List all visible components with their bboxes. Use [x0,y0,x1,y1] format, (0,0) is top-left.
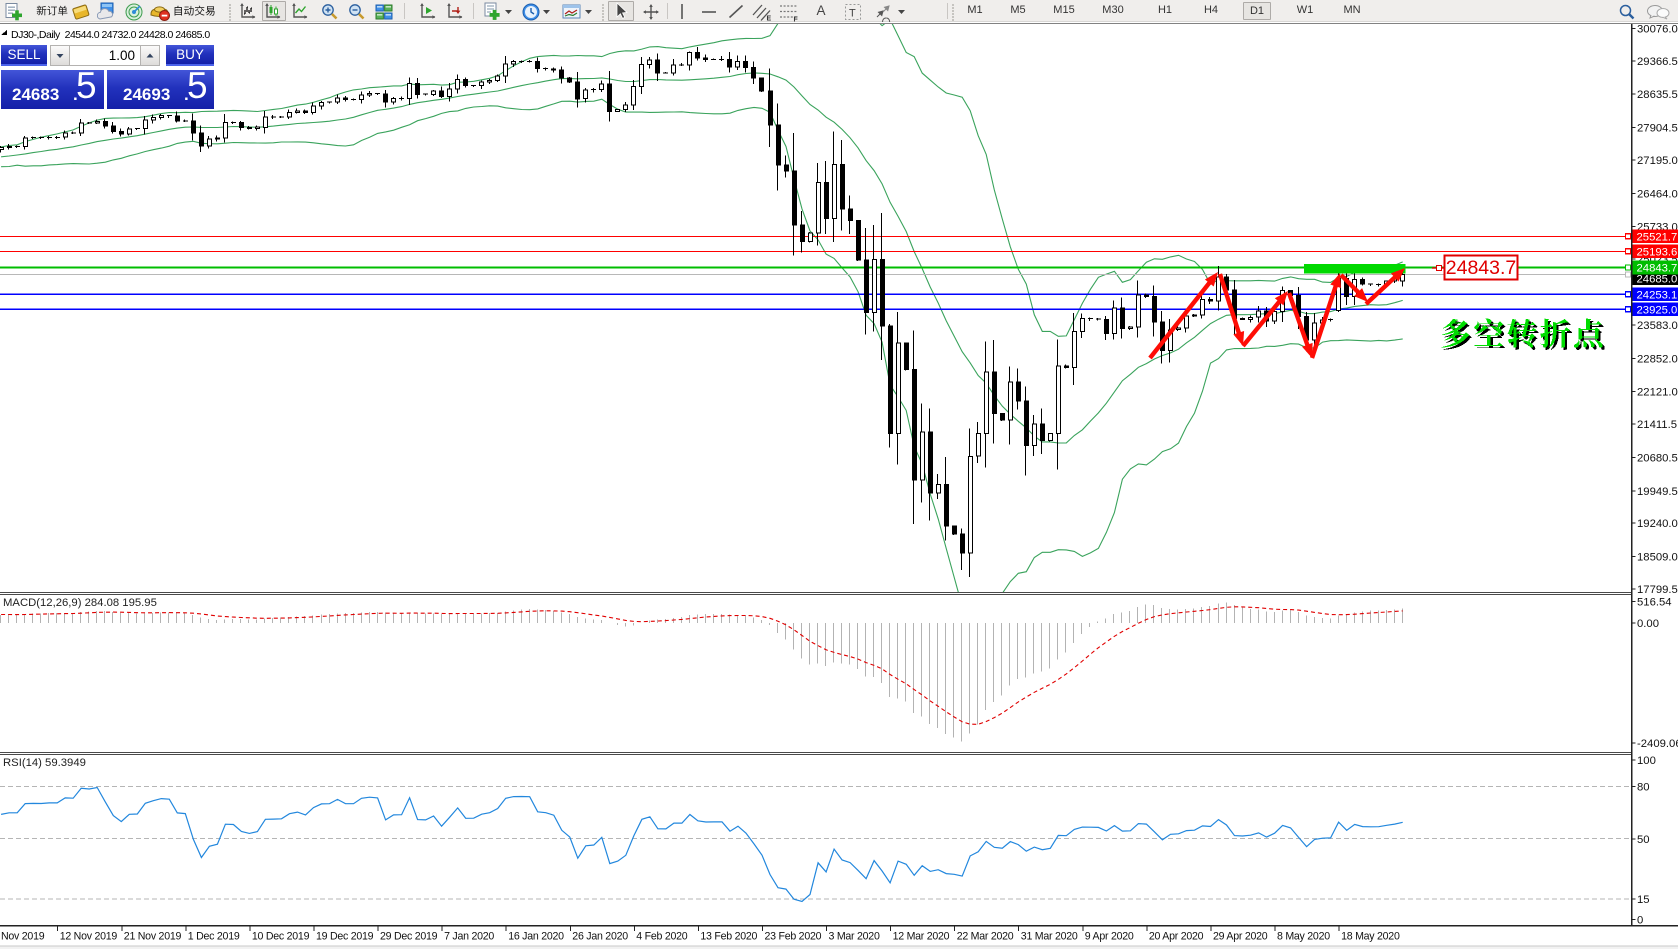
svg-text:8 May 2020: 8 May 2020 [1277,931,1330,943]
svg-text:27195.0: 27195.0 [1637,155,1678,167]
svg-text:Nov 2019: Nov 2019 [1,931,45,943]
svg-text:23925.0: 23925.0 [1637,304,1678,316]
svg-text:7 Jan 2020: 7 Jan 2020 [444,931,494,943]
svg-text:T: T [849,8,856,20]
svg-text:26 Jan 2020: 26 Jan 2020 [572,931,628,943]
svg-text:RSI(14) 59.3949: RSI(14) 59.3949 [3,757,86,769]
svg-text:22 Mar 2020: 22 Mar 2020 [957,931,1014,943]
svg-text:29 Dec 2019: 29 Dec 2019 [380,931,438,943]
svg-text:F: F [794,17,799,23]
svg-text:3 Mar 2020: 3 Mar 2020 [829,931,880,943]
svg-text:10 Dec 2019: 10 Dec 2019 [252,931,310,943]
svg-text:18509.0: 18509.0 [1637,552,1678,564]
svg-text:E: E [767,16,772,23]
svg-text:19240.0: 19240.0 [1637,518,1678,530]
svg-text:516.54: 516.54 [1637,597,1672,609]
svg-text:20 Apr 2020: 20 Apr 2020 [1149,931,1204,943]
svg-text:19949.5: 19949.5 [1637,486,1678,498]
svg-text:0: 0 [1637,915,1643,927]
svg-text:27904.5: 27904.5 [1637,123,1678,135]
svg-text:-2409.06: -2409.06 [1637,738,1678,750]
svg-text:21 Nov 2019: 21 Nov 2019 [124,931,182,943]
svg-text:22852.0: 22852.0 [1637,353,1678,365]
svg-text:9 Apr 2020: 9 Apr 2020 [1085,931,1134,943]
svg-text:31 Mar 2020: 31 Mar 2020 [1021,931,1078,943]
svg-text:23583.0: 23583.0 [1637,320,1678,332]
svg-text:16 Jan 2020: 16 Jan 2020 [508,931,564,943]
svg-text:24253.1: 24253.1 [1637,289,1678,301]
svg-text:13 Feb 2020: 13 Feb 2020 [700,931,757,943]
svg-text:26464.0: 26464.0 [1637,188,1678,200]
svg-text:18 May 2020: 18 May 2020 [1341,931,1400,943]
svg-text:24685.0: 24685.0 [1637,274,1678,286]
svg-text:50: 50 [1637,834,1650,846]
svg-text:1 Dec 2019: 1 Dec 2019 [188,931,240,943]
svg-text:29 Apr 2020: 29 Apr 2020 [1213,931,1268,943]
svg-text:15: 15 [1637,894,1650,906]
svg-text:80: 80 [1637,782,1650,794]
svg-text:MACD(12,26,9) 284.08 195.95: MACD(12,26,9) 284.08 195.95 [3,597,157,609]
svg-text:22121.0: 22121.0 [1637,387,1678,399]
svg-text:24843.7: 24843.7 [1637,263,1678,275]
svg-text:4 Feb 2020: 4 Feb 2020 [636,931,687,943]
svg-text:100: 100 [1637,755,1656,767]
svg-text:0.00: 0.00 [1637,618,1659,630]
svg-text:19 Dec 2019: 19 Dec 2019 [316,931,374,943]
svg-text:25521.7: 25521.7 [1637,232,1678,244]
svg-text:12 Nov 2019: 12 Nov 2019 [60,931,118,943]
svg-text:21411.5: 21411.5 [1637,419,1677,431]
svg-text:25193.6: 25193.6 [1637,247,1678,259]
svg-text:23 Feb 2020: 23 Feb 2020 [765,931,822,943]
svg-text:12 Mar 2020: 12 Mar 2020 [893,931,950,943]
svg-text:DJ30-,Daily 24544.0 24732.0 2: DJ30-,Daily 24544.0 24732.0 24428.0 2468… [11,29,210,41]
svg-text:20680.5: 20680.5 [1637,452,1678,464]
svg-text:28635.5: 28635.5 [1637,89,1678,101]
svg-text:29366.5: 29366.5 [1637,56,1678,68]
svg-text:30076.0: 30076.0 [1637,23,1678,35]
svg-text:24843.7: 24843.7 [1446,257,1517,279]
svg-text:17799.5: 17799.5 [1637,584,1678,596]
